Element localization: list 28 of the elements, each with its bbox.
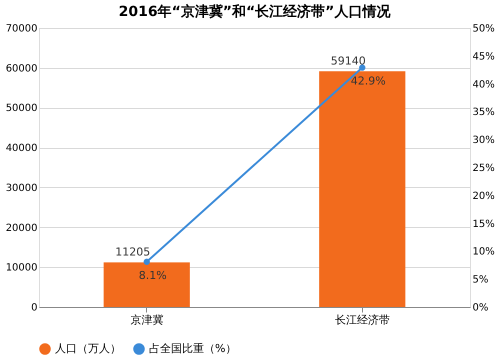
y-tick-label: 0 (31, 302, 38, 314)
y2-tick-label: 50% (472, 24, 495, 34)
data-label: 42.9% (350, 74, 386, 88)
chart-title: 2016年“京津冀”和“长江经济带”人口情况 (118, 3, 392, 20)
data-label: 59140 (330, 54, 366, 68)
x-tick-label: 京津冀 (130, 314, 164, 326)
y-tick-label: 50000 (6, 103, 38, 114)
legend-label: 人口（万人） (55, 342, 121, 355)
y2-tick-label: 10% (472, 246, 495, 258)
legend-label: 占全国比重（%） (149, 342, 236, 355)
y2-tick-label: 15% (472, 218, 495, 230)
y-tick-label: 10000 (6, 262, 38, 274)
y-tick-label: 30000 (6, 182, 38, 194)
y-tick-label: 70000 (6, 24, 38, 34)
data-label: 11205 (115, 245, 150, 258)
y2-tick-label: 0% (472, 302, 488, 314)
y2-tick-label: 35% (472, 107, 495, 118)
y2-tick-label: 25% (472, 163, 495, 174)
data-label: 8.1% (138, 268, 167, 282)
y-tick-label: 20000 (6, 222, 38, 234)
x-tick-label: 长江经济带 (334, 314, 390, 326)
y2-tick-label: 20% (472, 190, 495, 202)
y2-tick-label: 30% (472, 135, 495, 146)
y-tick-label: 60000 (6, 63, 38, 74)
y2-tick-label: 45% (472, 51, 495, 62)
y2-tick-label: 40% (472, 79, 495, 90)
y-tick-label: 40000 (6, 143, 38, 154)
y2-tick-label: 5% (472, 274, 488, 286)
